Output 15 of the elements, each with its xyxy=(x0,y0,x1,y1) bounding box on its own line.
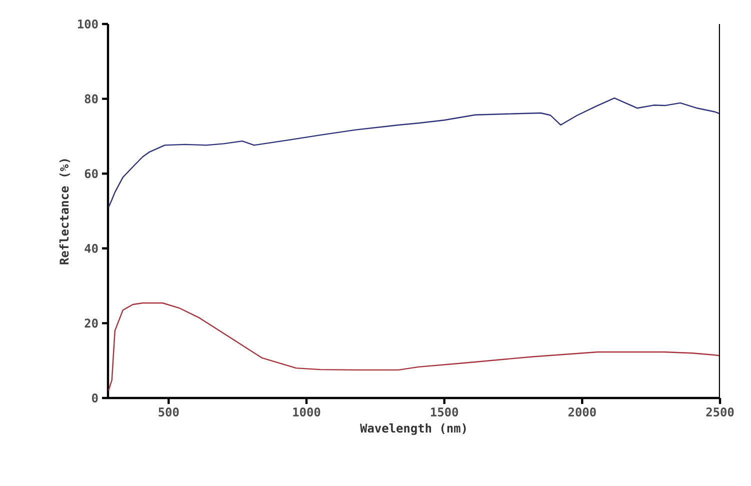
line-series xyxy=(108,97,720,208)
y-tick-label: 0 xyxy=(92,393,98,403)
x-axis-title: Wavelength (nm) xyxy=(360,423,466,435)
x-tick-label: 2000 xyxy=(568,407,596,417)
y-tick-label: 60 xyxy=(84,169,98,178)
y-tick-label: 20 xyxy=(84,318,98,328)
x-tick-label: 1000 xyxy=(293,407,320,417)
y-tick-label: 100 xyxy=(78,19,98,29)
y-tick-label: 40 xyxy=(84,244,98,253)
line-series xyxy=(108,302,720,392)
y-axis-title: Reflectance (%) xyxy=(59,159,70,264)
x-tick-label: 2500 xyxy=(706,407,734,417)
x-tick-label: 1500 xyxy=(431,407,458,417)
y-tick-label: 80 xyxy=(84,94,98,104)
x-tick-label: 500 xyxy=(158,407,179,417)
